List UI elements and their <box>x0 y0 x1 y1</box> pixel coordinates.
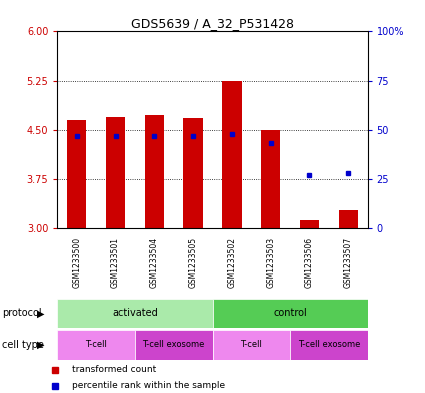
Bar <box>57 330 135 360</box>
Bar <box>300 220 319 228</box>
Text: transformed count: transformed count <box>72 365 156 374</box>
Text: GSM1233503: GSM1233503 <box>266 237 275 288</box>
Text: T-cell exosome: T-cell exosome <box>298 340 360 349</box>
Text: T-cell: T-cell <box>85 340 107 349</box>
Text: GSM1233504: GSM1233504 <box>150 237 159 288</box>
Text: T-cell exosome: T-cell exosome <box>142 340 205 349</box>
Text: GSM1233505: GSM1233505 <box>189 237 198 288</box>
Bar <box>212 299 368 328</box>
Bar <box>57 299 212 328</box>
Text: ▶: ▶ <box>37 340 44 350</box>
Bar <box>106 117 125 228</box>
Text: T-cell: T-cell <box>241 340 262 349</box>
Bar <box>212 330 290 360</box>
Bar <box>67 120 86 228</box>
Text: protocol: protocol <box>2 309 42 318</box>
Text: control: control <box>273 309 307 318</box>
Text: ▶: ▶ <box>37 309 44 318</box>
Text: GSM1233500: GSM1233500 <box>72 237 81 288</box>
Bar <box>222 81 241 228</box>
Bar <box>339 209 358 228</box>
Text: activated: activated <box>112 309 158 318</box>
Text: cell type: cell type <box>2 340 44 350</box>
Text: GSM1233506: GSM1233506 <box>305 237 314 288</box>
Bar <box>184 118 203 228</box>
Text: GSM1233502: GSM1233502 <box>227 237 236 288</box>
Title: GDS5639 / A_32_P531428: GDS5639 / A_32_P531428 <box>131 17 294 30</box>
Bar <box>144 115 164 228</box>
Bar <box>261 130 280 228</box>
Bar <box>135 330 212 360</box>
Text: percentile rank within the sample: percentile rank within the sample <box>72 382 225 390</box>
Text: GSM1233507: GSM1233507 <box>344 237 353 288</box>
Text: GSM1233501: GSM1233501 <box>111 237 120 288</box>
Bar <box>290 330 368 360</box>
